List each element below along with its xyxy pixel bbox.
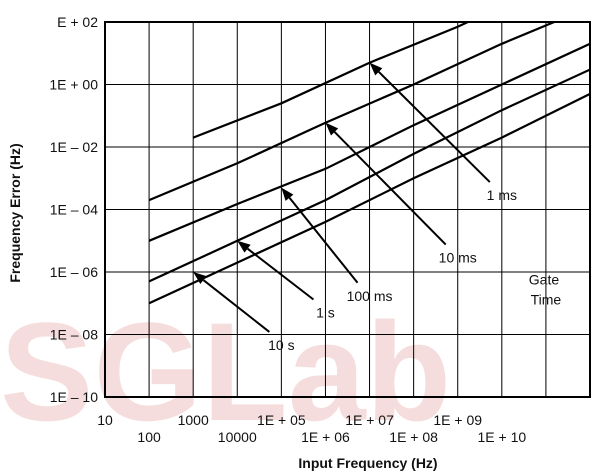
plot-frame: [104, 21, 591, 398]
x-tick-label: 1E + 05: [257, 412, 306, 428]
annotation-arrow-head-1-ms: [369, 62, 383, 76]
series-line-10-ms: [148, 22, 558, 202]
legend-title-line-1: Gate: [529, 271, 560, 287]
y-axis-title: Frequency Error (Hz): [7, 143, 23, 282]
annotation-labels: 1 ms 10 ms 100 ms 1 s 10 s: [268, 187, 517, 353]
annotation-arrow-line-10-ms: [333, 131, 447, 246]
annotation-label-100-ms: 100 ms: [347, 288, 393, 304]
y-tick-label: 1E – 02: [50, 139, 98, 155]
series-line-1-ms: [192, 22, 471, 139]
annotation-arrow-head-10-ms: [325, 122, 339, 136]
legend-title-line-2: Time: [531, 291, 562, 307]
annotation-arrow-head-10-s: [193, 272, 207, 284]
y-tick-label: 1E + 00: [49, 77, 98, 93]
x-tick-label: 1E + 10: [477, 429, 526, 445]
x-tick-label: 1000: [178, 412, 209, 428]
y-tick-label: 1E – 08: [50, 327, 98, 343]
x-tick-label: 1E + 09: [433, 412, 482, 428]
annotation-arrows: [193, 62, 491, 333]
y-tick-labels: E + 02 1E + 00 1E – 02 1E – 04 1E – 06 1E – 0…: [49, 14, 98, 405]
grid: [104, 21, 591, 398]
annotation-arrow-head-100-ms: [281, 187, 294, 201]
y-tick-label: 1E – 06: [50, 264, 98, 280]
legend-title: Gate Time: [529, 271, 563, 307]
annotation-label-1-s: 1 s: [316, 304, 335, 320]
annotation-label-10-s: 10 s: [268, 337, 294, 353]
x-tick-label: 1E + 06: [301, 429, 350, 445]
x-tick-label: 1E + 08: [389, 429, 438, 445]
series-lines: [148, 22, 590, 305]
x-axis-title: Input Frequency (Hz): [298, 455, 437, 471]
series-line-10-s: [148, 92, 590, 305]
y-tick-label: 1E – 10: [50, 389, 98, 405]
x-tick-label: 1E + 07: [345, 412, 394, 428]
annotation-arrow-head-1-s: [237, 240, 251, 253]
series-line-100-ms: [148, 42, 590, 242]
y-tick-label: 1E – 04: [50, 202, 98, 218]
series-line-1-s: [148, 68, 590, 283]
x-tick-label: 10000: [218, 429, 257, 445]
annotation-arrow-line-100-ms: [288, 197, 359, 284]
x-tick-label: 10: [97, 412, 113, 428]
annotation-arrow-line-1-s: [246, 247, 315, 301]
annotation-arrow-line-1-ms: [378, 71, 491, 183]
annotation-label-1-ms: 1 ms: [487, 187, 517, 203]
x-tick-label: 100: [137, 429, 161, 445]
watermark: SGLab: [0, 293, 451, 450]
y-tick-label: E + 02: [57, 14, 98, 30]
annotation-label-10-ms: 10 ms: [439, 250, 477, 266]
annotation-arrow-line-10-s: [202, 279, 270, 333]
